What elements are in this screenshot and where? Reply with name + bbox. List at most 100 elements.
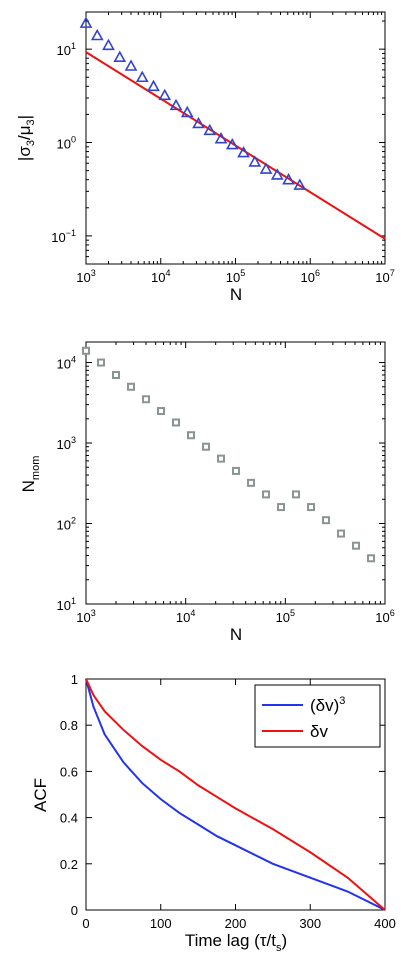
square-point [126,382,135,391]
x-tick-label-exp: 5 [240,268,245,278]
y-label-main: N [19,480,38,492]
y-label-sigma: σ [15,146,34,157]
x-tick-label: 107 [375,268,394,285]
x-tick-label: 0 [82,916,89,931]
y-tick-label-exp: 3 [71,435,76,445]
legend-box [254,684,381,748]
y-tick-label: 0 [71,903,78,918]
x-tick-label: 104 [151,268,170,285]
square-point [352,541,361,550]
y-tick-label-base: 10 [57,437,71,452]
square-point [142,395,151,404]
x-tick-label-exp: 6 [315,268,320,278]
x-tick-label: 103 [76,608,95,625]
x-tick-label: 400 [374,916,396,931]
x-tick-label: 106 [301,268,320,285]
data-marks [79,16,386,240]
triangle-point [214,132,228,144]
square-point [322,516,331,525]
tick-marks [85,12,386,265]
y-tick-label-exp: 1 [71,596,76,606]
y-tick-label-base: 10 [57,518,71,533]
x-tick-label-base: 10 [76,610,90,625]
y-tick-label: 104 [57,355,76,372]
y-tick-label-exp: −1 [66,228,76,238]
y-tick-label: 0.2 [60,857,78,872]
y-label-bar-open: | [15,157,34,161]
triangle-point [270,168,284,180]
series-line-dv [85,678,386,911]
y-label-mu: μ [15,125,34,135]
x-tick-label-base: 10 [76,270,90,285]
square-point [277,503,286,512]
legend-label-cubed: (δv)3 [310,695,345,715]
square-point [172,418,181,427]
triangle-point [203,123,217,136]
square-point [187,431,196,440]
square-point [262,490,271,499]
legend: (δv)3 δv [254,684,381,748]
y-tick-label-base: 10 [57,137,71,152]
data-marks [85,678,386,911]
x-label-sub: s [276,942,282,954]
x-tick-labels: 103 104 105 106 107 [76,268,394,285]
square-point [96,358,105,367]
triangle-point [79,16,93,28]
x-tick-label: 104 [176,608,195,625]
y-tick-label-base: 10 [57,43,71,58]
y-axis-label: |σ3/μ3| [15,115,37,161]
triangle-point [293,178,307,190]
x-tick-label: 100 [150,916,172,931]
y-label-slash: / [15,135,34,140]
x-tick-label: 106 [375,608,394,625]
triangle-point [158,88,172,101]
data-marks [82,346,376,563]
y-label-bar-close: | [15,115,34,119]
plot-frame [85,341,386,605]
y-tick-label-exp: 1 [71,41,76,51]
x-tick-label-base: 10 [151,270,165,285]
x-tick-label-base: 10 [276,610,290,625]
triangle-point [113,50,127,63]
x-axis-label: N [230,625,242,644]
x-tick-label-base: 10 [375,610,389,625]
y-tick-label-base: 10 [57,357,71,372]
y-tick-label-base: 10 [57,598,71,613]
y-tick-label-exp: 4 [71,355,76,365]
triangle-point [180,105,194,118]
y-tick-labels: 0 0.2 0.4 0.6 0.8 1 [60,672,78,918]
x-tick-label-exp: 5 [290,608,295,618]
x-tick-label-base: 10 [301,270,315,285]
y-tick-label: 100 [57,135,76,152]
square-point [157,407,166,416]
legend-label-cubed-sup: 3 [339,695,345,707]
series-line-cubed [85,678,386,911]
x-tick-label-exp: 3 [91,608,96,618]
y-tick-label-exp: 0 [71,135,76,145]
x-tick-label-exp: 7 [390,268,395,278]
square-point [112,371,121,380]
plot-frame [85,11,386,265]
triangle-point [135,70,149,83]
triangle-point [225,137,239,150]
y-axis-label: ACF [31,778,50,812]
x-tick-label: 105 [226,268,245,285]
x-tick-label-exp: 6 [390,608,395,618]
x-tick-labels: 103 104 105 106 [76,608,394,625]
y-tick-label: 0.4 [60,811,78,826]
y-label-sigma-sub: 3 [25,140,37,146]
x-tick-label-exp: 4 [190,608,195,618]
tick-marks [85,342,386,605]
y-tick-label: 1 [71,672,78,687]
square-point [202,442,211,451]
triangle-point [169,98,183,111]
x-axis-label: Time lag (τ/ts) [185,931,287,954]
panel-acf: 0 100 200 300 400 0 0.2 0.4 0.6 0.8 1 (δv)3 δv Ti… [31,672,396,954]
square-point [337,529,346,538]
x-tick-label-base: 10 [226,270,240,285]
square-point [247,478,256,487]
